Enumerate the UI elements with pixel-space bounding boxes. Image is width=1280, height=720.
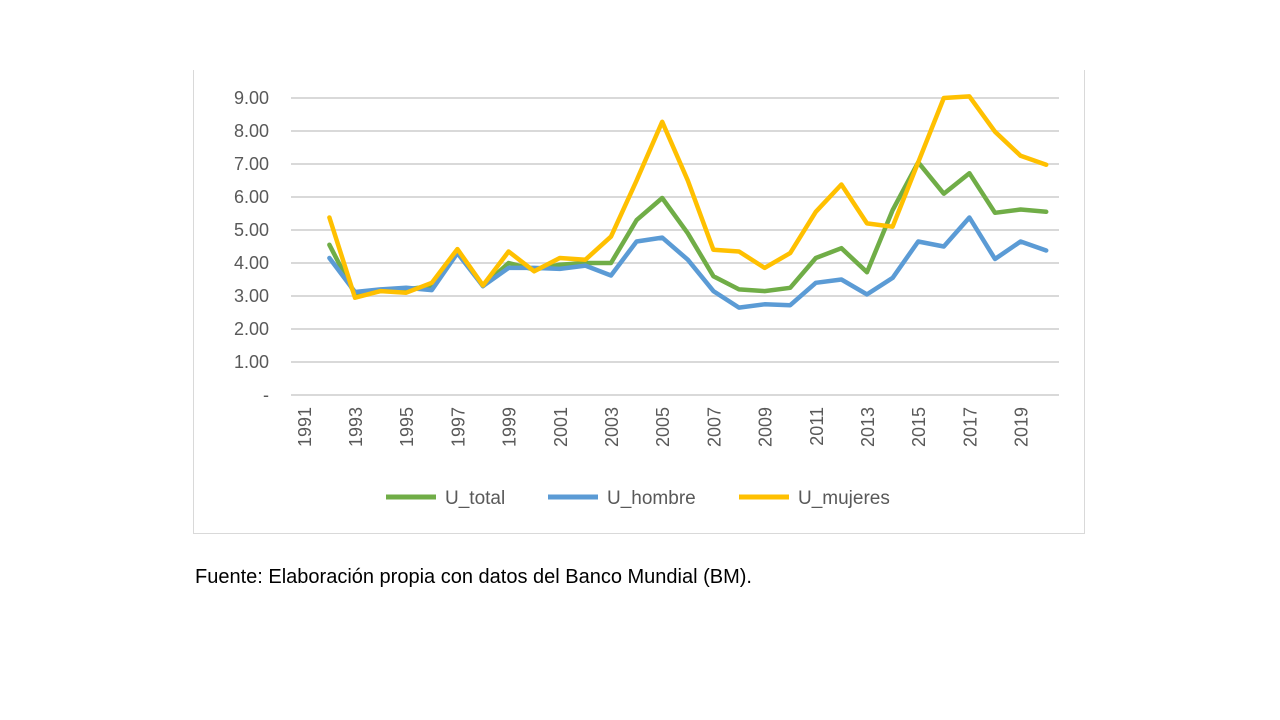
legend: U_total U_hombre U_mujeres [386,488,890,509]
gridlines [291,97,1059,396]
x-tick-label: 2007 [704,407,724,447]
y-tick-label: 9.00 [234,88,269,108]
y-tick-label: 6.00 [234,187,269,207]
x-tick-label: 2009 [756,407,776,447]
series-lines [327,94,1049,310]
x-tick-label: 1995 [397,407,417,447]
y-tick-label: 4.00 [234,253,269,273]
y-tick-label: 8.00 [234,121,269,141]
y-axis-ticks: - 1.00 2.00 3.00 4.00 5.00 6.00 7.00 8.00 9.00 [234,88,269,405]
x-tick-label: 2019 [1012,407,1032,447]
x-tick-label: 2013 [858,407,878,447]
x-tick-label: 1997 [448,407,468,447]
x-tick-label: 2015 [909,407,929,447]
x-tick-label: 2011 [807,407,827,446]
y-tick-label: - [263,385,269,405]
y-tick-label: 3.00 [234,286,269,306]
line-chart: - 1.00 2.00 3.00 4.00 5.00 6.00 7.00 8.00 9.00 19… [234,88,1059,509]
y-tick-label: 2.00 [234,319,269,339]
y-tick-label: 5.00 [234,220,269,240]
x-tick-label: 2017 [960,407,980,447]
x-tick-label: 1991 [295,407,315,447]
chart-frame: - 1.00 2.00 3.00 4.00 5.00 6.00 7.00 8.00 9.00 19… [193,70,1085,534]
x-tick-label: 2003 [602,407,622,447]
x-tick-label: 1993 [346,407,366,447]
legend-label: U_hombre [607,488,696,509]
legend-label: U_total [445,488,505,509]
x-tick-label: 2001 [551,407,571,447]
source-note: Fuente: Elaboración propia con datos del… [195,566,752,588]
x-tick-label: 2005 [653,407,673,447]
x-tick-label: 1999 [500,407,520,447]
legend-label: U_mujeres [798,488,890,509]
series-line-u-mujeres [327,94,1049,300]
x-axis-ticks: 1991 1993 1995 1997 1999 2001 2003 2005 2007 2009… [295,407,1032,447]
y-tick-label: 1.00 [234,352,269,372]
series-line-u-hombre [327,215,1049,310]
y-tick-label: 7.00 [234,154,269,174]
